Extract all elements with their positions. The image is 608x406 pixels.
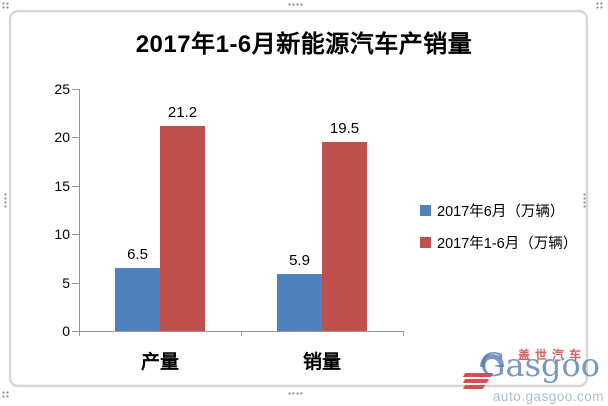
y-tick-label: 0 bbox=[62, 323, 70, 339]
x-tick-mark bbox=[79, 331, 80, 336]
watermark-url: auto.gasgoo.com bbox=[492, 389, 604, 404]
legend-swatch-icon bbox=[420, 236, 431, 248]
selection-handle-top-left[interactable] bbox=[2, 2, 9, 9]
gasgoo-watermark: 盖世汽车 Gasgoo auto.gasgoo.com bbox=[456, 340, 606, 404]
selection-handle-top-center[interactable] bbox=[288, 3, 303, 6]
bar-value-label: 6.5 bbox=[127, 246, 148, 263]
y-tick-mark bbox=[72, 137, 79, 139]
gasgoo-logo-arc-icon bbox=[480, 354, 504, 367]
bar-value-label: 21.2 bbox=[167, 104, 198, 121]
legend-item-series1[interactable]: 2017年6月（万辆） bbox=[420, 201, 577, 220]
watermark-brand-en: Gasgoo bbox=[479, 346, 600, 384]
legend: 2017年6月（万辆） 2017年1-6月（万辆） bbox=[420, 201, 577, 265]
x-tick-mark bbox=[241, 331, 242, 336]
bar-value-label: 5.9 bbox=[289, 252, 310, 269]
selection-handle-bottom-left[interactable] bbox=[2, 391, 9, 398]
selection-handle-right-center[interactable] bbox=[583, 193, 586, 208]
selection-handle-top-right[interactable] bbox=[596, 2, 603, 9]
selection-handle-bottom-center[interactable] bbox=[288, 392, 303, 395]
bar-销量-series1[interactable] bbox=[277, 274, 322, 331]
category-label-产量: 产量 bbox=[140, 352, 179, 373]
y-tick-mark bbox=[72, 185, 79, 187]
bar-产量-series1[interactable] bbox=[115, 268, 160, 331]
watermark-brand-cn: 盖世汽车 bbox=[517, 348, 586, 362]
y-tick-mark bbox=[72, 331, 79, 332]
y-tick-label: 20 bbox=[54, 129, 70, 146]
y-tick-label: 25 bbox=[54, 81, 70, 97]
legend-label: 2017年1-6月（万辆） bbox=[437, 235, 578, 252]
chart-title: 2017年1-6月新能源汽车产销量 bbox=[135, 31, 473, 58]
selection-handle-left-center[interactable] bbox=[4, 193, 7, 208]
y-tick-label: 10 bbox=[54, 226, 70, 243]
gasgoo-logo-stripe-icon bbox=[462, 385, 486, 389]
y-tick-label: 15 bbox=[54, 177, 70, 194]
category-label-销量: 销量 bbox=[302, 352, 341, 373]
y-tick-mark bbox=[72, 89, 79, 90]
y-axis-line bbox=[79, 89, 80, 331]
legend-swatch-icon bbox=[420, 204, 431, 216]
y-tick-mark bbox=[72, 282, 79, 284]
y-tick-label: 5 bbox=[62, 274, 70, 291]
legend-item-series2[interactable]: 2017年1-6月（万辆） bbox=[420, 233, 578, 252]
bar-value-label: 19.5 bbox=[329, 120, 360, 137]
legend-label: 2017年6月（万辆） bbox=[437, 203, 565, 220]
bar-产量-series2[interactable] bbox=[160, 126, 205, 331]
x-tick-mark bbox=[403, 331, 404, 336]
bar-销量-series2[interactable] bbox=[322, 142, 367, 331]
y-tick-mark bbox=[72, 234, 79, 236]
